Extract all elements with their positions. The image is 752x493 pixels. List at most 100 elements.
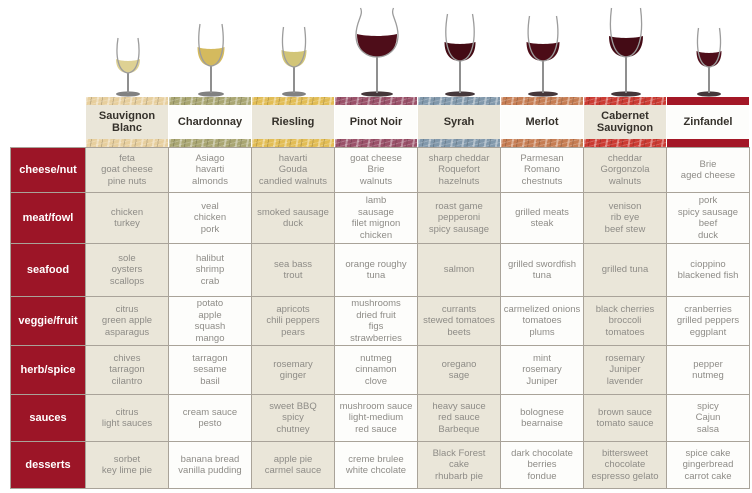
column-header-merlot: Merlot <box>501 97 583 147</box>
pairing-cell: Brie aged cheese <box>667 148 749 192</box>
sauvignon-blanc-wine-glass-icon <box>86 0 169 97</box>
pairing-cell: sharp cheddar Roquefort hazelnuts <box>418 148 500 192</box>
row-label-meat-fowl: meat/fowl <box>11 193 85 243</box>
pairing-cell: grilled tuna <box>584 244 666 296</box>
pairing-cell: veal chicken pork <box>169 193 251 243</box>
pairing-cell: cranberries grilled peppers eggplant <box>667 297 749 345</box>
pairing-cell: goat cheese Brie walnuts <box>335 148 417 192</box>
pairing-cell: sea bass trout <box>252 244 334 296</box>
pairing-cell: mint rosemary Juniper <box>501 346 583 394</box>
column-header-label: Syrah <box>443 116 475 128</box>
pairing-cell: grilled swordfish tuna <box>501 244 583 296</box>
row-label-text: herb/spice <box>20 364 76 376</box>
column-header-label: Pinot Noir <box>349 116 403 128</box>
pairing-table: Sauvignon Blanc Chardonnay Riesling Pinot N… <box>10 97 750 489</box>
pairing-cell: pork spicy sausage beef duck <box>667 193 749 243</box>
merlot-wine-glass-icon <box>501 0 584 97</box>
pairing-cell: halibut shrimp crab <box>169 244 251 296</box>
pairing-cell: apple pie carmel sauce <box>252 442 334 488</box>
pairing-cell: sole oysters scallops <box>86 244 168 296</box>
column-header-cabernet-sauvignon: Cabernet Sauvignon <box>584 97 666 147</box>
header-corner-spacer <box>11 97 85 147</box>
pairing-cell: citrus green apple asparagus <box>86 297 168 345</box>
pairing-cell: black cherries broccoli tomatoes <box>584 297 666 345</box>
pairing-cell: Parmesan Romano chestnuts <box>501 148 583 192</box>
pairing-cell: Black Forest cake rhubarb pie <box>418 442 500 488</box>
row-label-desserts: desserts <box>11 442 85 488</box>
pairing-cell: heavy sauce red sauce Barbeque <box>418 395 500 441</box>
pairing-cell: bittersweet chocolate espresso gelato <box>584 442 666 488</box>
pairing-cell: roast game pepperoni spicy sausage <box>418 193 500 243</box>
column-header-pinot-noir: Pinot Noir <box>335 97 417 147</box>
column-header-label: Riesling <box>271 116 315 128</box>
pairing-cell: smoked sausage duck <box>252 193 334 243</box>
row-label-text: cheese/nut <box>19 164 77 176</box>
pairing-cell: citrus light sauces <box>86 395 168 441</box>
pairing-table-body: cheese/nut feta goat cheese pine nuts Asia… <box>10 147 750 489</box>
column-header-label: Cabernet Sauvignon <box>596 110 654 134</box>
pairing-cell: sweet BBQ spicy chutney <box>252 395 334 441</box>
row-label-veggie-fruit: veggie/fruit <box>11 297 85 345</box>
pairing-cell: havarti Gouda candied walnuts <box>252 148 334 192</box>
riesling-wine-glass-icon <box>252 0 335 97</box>
pairing-cell: bolognese bearnaise <box>501 395 583 441</box>
pairing-cell: lamb sausage filet mignon chicken <box>335 193 417 243</box>
pairing-cell: salmon <box>418 244 500 296</box>
pairing-cell: spicy Cajun salsa <box>667 395 749 441</box>
pairing-cell: chives tarragon cilantro <box>86 346 168 394</box>
pairing-cell: banana bread vanilla pudding <box>169 442 251 488</box>
pairing-cell: apricots chili peppers pears <box>252 297 334 345</box>
pairing-cell: brown sauce tomato sauce <box>584 395 666 441</box>
pairing-cell: currants stewed tomatoes beets <box>418 297 500 345</box>
column-header-label: Chardonnay <box>177 116 243 128</box>
pairing-cell: cream sauce pesto <box>169 395 251 441</box>
pinot-noir-wine-glass-icon <box>335 0 418 97</box>
column-header-riesling: Riesling <box>252 97 334 147</box>
pairing-cell: venison rib eye beef stew <box>584 193 666 243</box>
pairing-cell: dark chocolate berries fondue <box>501 442 583 488</box>
cabernet-sauvignon-wine-glass-icon <box>584 0 667 97</box>
row-label-text: sauces <box>29 412 67 424</box>
pairing-cell: grilled meats steak <box>501 193 583 243</box>
wine-glasses-row <box>86 0 750 97</box>
pairing-cell: feta goat cheese pine nuts <box>86 148 168 192</box>
pairing-cell: tarragon sesame basil <box>169 346 251 394</box>
column-header-label: Merlot <box>525 116 559 128</box>
column-header-label: Zinfandel <box>683 116 733 128</box>
row-label-text: desserts <box>25 459 71 471</box>
row-label-sauces: sauces <box>11 395 85 441</box>
pairing-cell: Asiago havarti almonds <box>169 148 251 192</box>
syrah-wine-glass-icon <box>418 0 501 97</box>
pairing-cell: rosemary Juniper lavender <box>584 346 666 394</box>
pairing-cell: mushrooms dried fruit figs strawberries <box>335 297 417 345</box>
pairing-cell: pepper nutmeg <box>667 346 749 394</box>
pairing-cell: creme brulee white chcolate <box>335 442 417 488</box>
pairing-cell: chicken turkey <box>86 193 168 243</box>
column-header-syrah: Syrah <box>418 97 500 147</box>
pairing-cell: spice cake gingerbread carrot cake <box>667 442 749 488</box>
pairing-cell: rosemary ginger <box>252 346 334 394</box>
pairing-cell: mushroom sauce light-medium red sauce <box>335 395 417 441</box>
pairing-cell: carmelized onions tomatoes plums <box>501 297 583 345</box>
chardonnay-wine-glass-icon <box>169 0 252 97</box>
column-header-sauvignon-blanc: Sauvignon Blanc <box>86 97 168 147</box>
row-label-cheese-nut: cheese/nut <box>11 148 85 192</box>
row-label-text: meat/fowl <box>22 212 74 224</box>
column-header-chardonnay: Chardonnay <box>169 97 251 147</box>
column-header-row: Sauvignon Blanc Chardonnay Riesling Pinot N… <box>10 97 750 147</box>
row-label-herb-spice: herb/spice <box>11 346 85 394</box>
pairing-cell: cioppino blackened fish <box>667 244 749 296</box>
column-header-zinfandel: Zinfandel <box>667 97 749 147</box>
row-label-text: veggie/fruit <box>18 315 78 327</box>
pairing-cell: potato apple squash mango <box>169 297 251 345</box>
pairing-cell: nutmeg cinnamon clove <box>335 346 417 394</box>
row-label-text: seafood <box>26 264 70 276</box>
pairing-cell: orange roughy tuna <box>335 244 417 296</box>
pairing-cell: sorbet key lime pie <box>86 442 168 488</box>
pairing-cell: cheddar Gorgonzola walnuts <box>584 148 666 192</box>
zinfandel-wine-glass-icon <box>667 0 750 97</box>
pairing-cell: oregano sage <box>418 346 500 394</box>
column-header-label: Sauvignon Blanc <box>98 110 156 134</box>
row-label-seafood: seafood <box>11 244 85 296</box>
